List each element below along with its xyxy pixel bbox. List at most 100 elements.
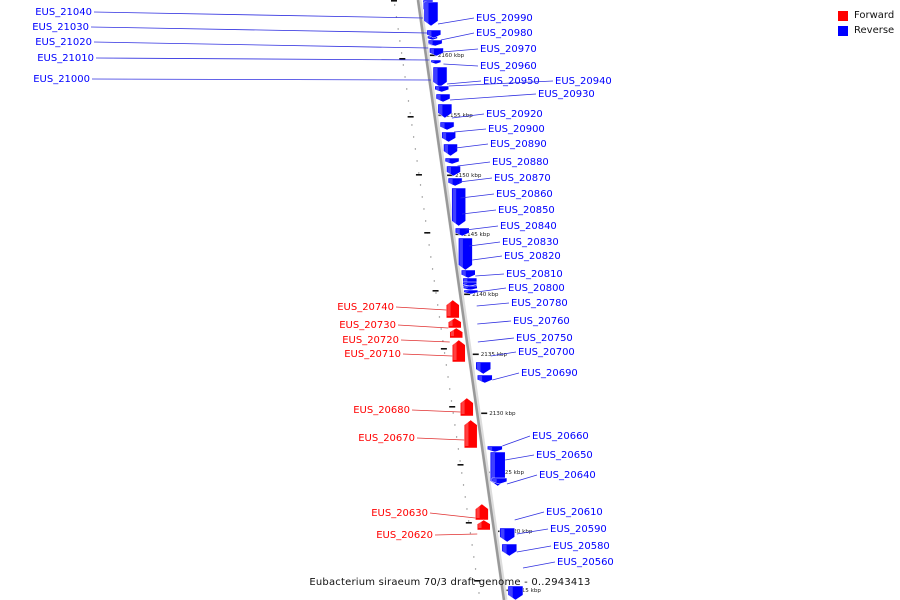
gene-label[interactable]: EUS_20820 — [504, 251, 561, 262]
gene-label[interactable]: EUS_20830 — [502, 237, 559, 248]
gene-arrow[interactable] — [439, 121, 455, 131]
gene-label[interactable]: EUS_20690 — [521, 368, 578, 379]
gene-arrow[interactable] — [432, 66, 448, 88]
gene-label[interactable]: EUS_20990 — [476, 13, 533, 24]
gene-arrow[interactable] — [435, 93, 451, 103]
gene-arrow[interactable] — [458, 237, 473, 271]
gene-arrow[interactable] — [463, 419, 478, 449]
gene-leader-line — [492, 372, 520, 381]
gene-highlight — [464, 291, 469, 292]
gene-label[interactable]: EUS_21010 — [37, 53, 94, 64]
gene-label[interactable]: EUS_20710 — [344, 349, 401, 360]
gene-arrow[interactable] — [430, 59, 442, 65]
gene-label[interactable]: EUS_20980 — [476, 28, 533, 39]
gene-arrow[interactable] — [426, 29, 442, 39]
gene-label[interactable]: EUS_20760 — [513, 316, 570, 327]
gene-arrow[interactable] — [491, 477, 508, 485]
minor-tick-dot — [404, 76, 406, 78]
gene-label[interactable]: EUS_20610 — [546, 507, 603, 518]
gene-label[interactable]: EUS_20970 — [480, 44, 537, 55]
gene-highlight — [462, 271, 466, 276]
gene-arrow[interactable] — [447, 177, 463, 187]
gene-label[interactable]: EUS_20920 — [486, 109, 543, 120]
gene-arrow[interactable] — [429, 47, 444, 57]
gene-label[interactable]: EUS_21040 — [35, 7, 92, 18]
kbp-tick-label: 2155 kbp — [446, 113, 473, 119]
gene-arrow[interactable] — [463, 285, 478, 291]
minor-tick-dot — [469, 532, 472, 534]
minor-tick-dot — [452, 412, 454, 414]
gene-arrow[interactable] — [449, 327, 463, 339]
gene-arrow[interactable] — [462, 281, 477, 287]
gene-arrow[interactable] — [423, 1, 439, 27]
gene-label[interactable]: EUS_20780 — [511, 298, 568, 309]
gene-arrow[interactable] — [460, 397, 474, 417]
gene-label[interactable]: EUS_20680 — [353, 405, 410, 416]
gene-leader-line — [429, 512, 476, 519]
gene-label[interactable]: EUS_21000 — [33, 74, 90, 85]
gene-label[interactable]: EUS_20800 — [508, 283, 565, 294]
genome-axis — [416, 0, 506, 600]
gene-label[interactable]: EUS_20660 — [532, 431, 589, 442]
gene-arrow[interactable] — [434, 85, 450, 93]
minor-tick-dot — [467, 520, 470, 522]
gene-label[interactable]: EUS_20670 — [358, 433, 415, 444]
gene-label[interactable]: EUS_20630 — [371, 508, 428, 519]
gene-arrow[interactable] — [475, 503, 489, 521]
gene-label[interactable]: EUS_20620 — [376, 530, 433, 541]
gene-label[interactable]: EUS_20840 — [500, 221, 557, 232]
gene-label[interactable]: EUS_20940 — [555, 76, 612, 87]
gene-label[interactable]: EUS_21030 — [32, 22, 89, 33]
gene-highlight — [465, 421, 469, 446]
gene-leader-line — [476, 302, 510, 307]
gene-label[interactable]: EUS_20750 — [516, 333, 573, 344]
gene-highlight — [447, 301, 451, 316]
gene-label[interactable]: EUS_20590 — [550, 524, 607, 535]
gene-label[interactable]: EUS_20860 — [496, 189, 553, 200]
gene-highlight — [459, 239, 463, 268]
legend-item-forward: Forward — [838, 8, 894, 23]
gene-leader-line — [457, 161, 491, 167]
gene-label[interactable]: EUS_20700 — [518, 347, 575, 358]
minor-tick-mark — [440, 348, 447, 350]
gene-label[interactable]: EUS_21020 — [35, 37, 92, 48]
gene-highlight — [441, 123, 445, 128]
gene-label[interactable]: EUS_20850 — [498, 205, 555, 216]
kbp-tick-mark — [481, 412, 488, 415]
gene-label[interactable]: EUS_20960 — [480, 61, 537, 72]
gene-label[interactable]: EUS_20890 — [490, 139, 547, 150]
gene-arrow[interactable] — [427, 39, 443, 47]
gene-arrow[interactable] — [446, 299, 460, 319]
gene-arrow[interactable] — [487, 445, 503, 453]
gene-arrow[interactable] — [475, 361, 491, 375]
gene-arrow[interactable] — [443, 143, 458, 157]
gene-arrow[interactable] — [437, 103, 453, 119]
gene-arrow[interactable] — [477, 374, 493, 384]
gene-label[interactable]: EUS_20580 — [553, 541, 610, 552]
gene-label[interactable]: EUS_20900 — [488, 124, 545, 135]
gene-arrow[interactable] — [501, 543, 518, 557]
gene-label[interactable]: EUS_20880 — [492, 157, 549, 168]
gene-arrow[interactable] — [499, 527, 515, 543]
gene-arrow[interactable] — [452, 339, 466, 363]
gene-arrow[interactable] — [507, 585, 524, 600]
gene-label[interactable]: EUS_20950 — [483, 76, 540, 87]
gene-arrow[interactable] — [463, 289, 479, 295]
gene-label[interactable]: EUS_20740 — [337, 302, 394, 313]
gene-label[interactable]: EUS_20810 — [506, 269, 563, 280]
legend: Forward Reverse — [838, 8, 894, 38]
gene-label[interactable]: EUS_20720 — [342, 335, 399, 346]
gene-leader-line — [476, 287, 507, 293]
gene-label[interactable]: EUS_20930 — [538, 89, 595, 100]
gene-arrow[interactable] — [448, 317, 462, 329]
gene-label[interactable]: EUS_20560 — [557, 557, 614, 568]
gene-arrow[interactable] — [441, 131, 456, 143]
gene-label[interactable]: EUS_20640 — [539, 470, 596, 481]
gene-label[interactable]: EUS_20730 — [339, 320, 396, 331]
gene-arrow[interactable] — [444, 157, 460, 165]
gene-label[interactable]: EUS_20870 — [494, 173, 551, 184]
minor-tick-mark — [407, 116, 414, 118]
gene-arrow[interactable] — [461, 269, 476, 279]
gene-arrow[interactable] — [477, 519, 491, 531]
gene-label[interactable]: EUS_20650 — [536, 450, 593, 461]
